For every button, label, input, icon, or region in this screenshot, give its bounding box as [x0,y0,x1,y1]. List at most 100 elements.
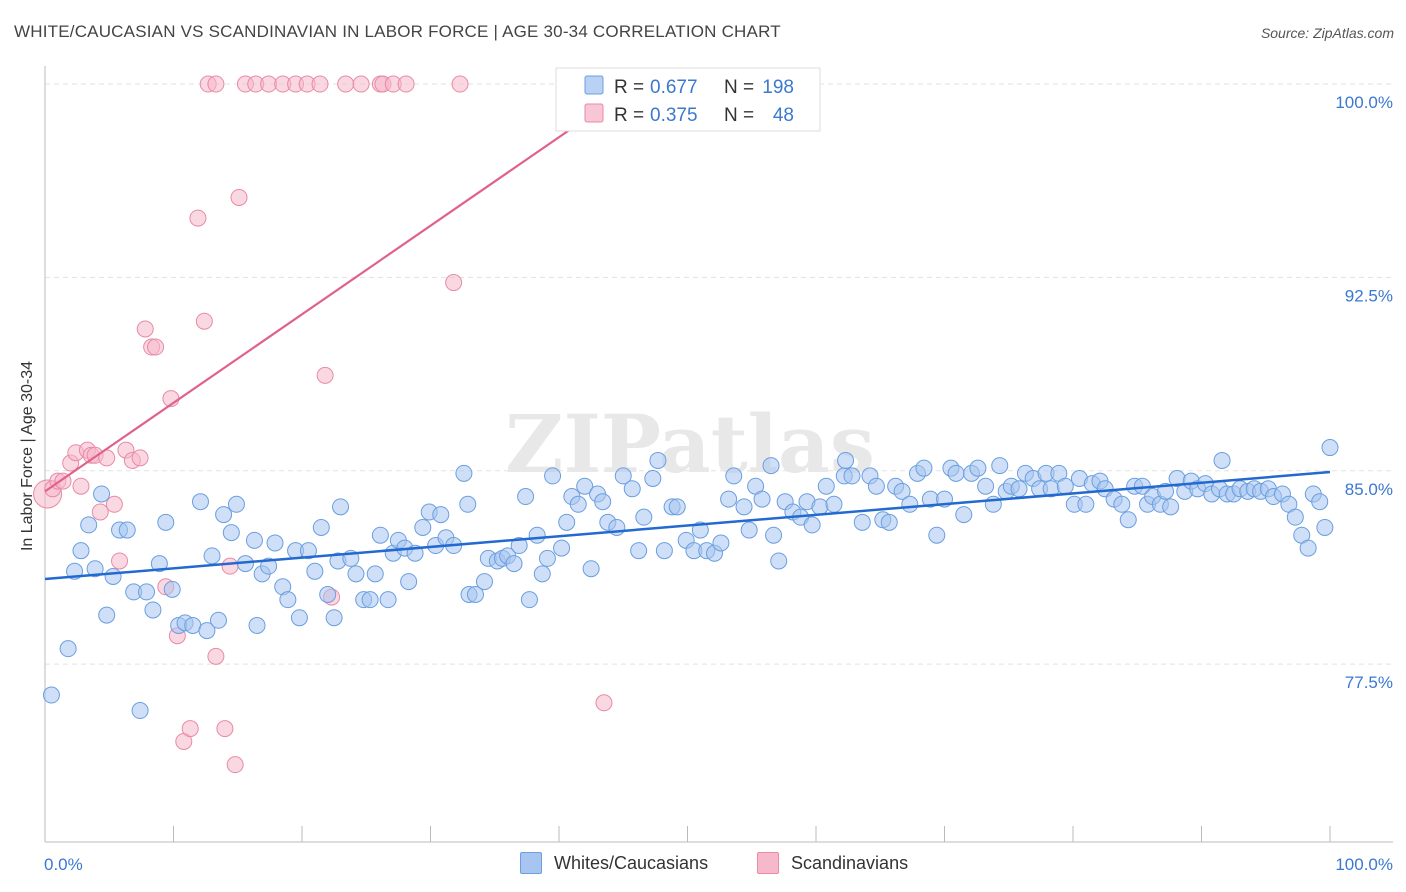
white-caucasian-point[interactable] [1113,495,1131,513]
white-caucasian-point[interactable] [969,459,987,477]
white-caucasian-point[interactable] [538,549,556,567]
white-caucasian-point[interactable] [104,567,122,585]
scandinavian-point[interactable] [131,449,149,467]
scandinavian-point[interactable] [316,366,334,384]
white-caucasian-point[interactable] [93,485,111,503]
white-caucasian-point[interactable] [290,609,308,627]
white-caucasian-point[interactable] [725,467,743,485]
white-caucasian-point[interactable] [366,565,384,583]
scandinavian-point[interactable] [189,209,207,227]
legend-item-scandinavians[interactable]: Scandinavians [757,852,908,874]
white-caucasian-point[interactable] [977,477,995,495]
white-caucasian-point[interactable] [266,534,284,552]
white-caucasian-point[interactable] [825,495,843,513]
white-caucasian-point[interactable] [361,591,379,609]
legend-item-whites[interactable]: Whites/Caucasians [520,852,708,874]
scandinavian-point[interactable] [260,75,278,93]
white-caucasian-point[interactable] [371,526,389,544]
scandinavian-point[interactable] [230,188,248,206]
white-caucasian-point[interactable] [720,490,738,508]
white-caucasian-point[interactable] [533,565,551,583]
scandinavian-point[interactable] [136,320,154,338]
scandinavian-point[interactable] [91,503,109,521]
scandinavian-point[interactable] [311,75,329,93]
white-caucasian-point[interactable] [400,573,418,591]
white-caucasian-point[interactable] [455,464,473,482]
scandinavian-point[interactable] [451,75,469,93]
white-caucasian-point[interactable] [811,498,829,516]
white-caucasian-point[interactable] [630,542,648,560]
white-caucasian-point[interactable] [576,477,594,495]
white-caucasian-point[interactable] [753,490,771,508]
white-caucasian-point[interactable] [853,513,871,531]
white-caucasian-point[interactable] [72,542,90,560]
white-caucasian-point[interactable] [1056,477,1074,495]
scandinavian-point[interactable] [216,720,234,738]
white-caucasian-point[interactable] [915,459,933,477]
white-caucasian-point[interactable] [765,526,783,544]
white-caucasian-point[interactable] [649,451,667,469]
white-caucasian-point[interactable] [215,506,233,524]
white-caucasian-point[interactable] [198,622,216,640]
white-caucasian-point[interactable] [843,467,861,485]
scandinavian-point[interactable] [445,274,463,292]
white-caucasian-point[interactable] [505,555,523,573]
white-caucasian-point[interactable] [209,611,227,629]
white-caucasian-point[interactable] [312,518,330,536]
white-caucasian-point[interactable] [947,464,965,482]
scandinavian-point[interactable] [226,756,244,774]
white-caucasian-point[interactable] [735,498,753,516]
scandinavian-point[interactable] [337,75,355,93]
white-caucasian-point[interactable] [227,495,245,513]
scandinavian-point[interactable] [111,552,129,570]
white-caucasian-point[interactable] [635,508,653,526]
white-caucasian-point[interactable] [1213,451,1231,469]
white-caucasian-point[interactable] [459,495,477,513]
white-caucasian-point[interactable] [319,586,337,604]
white-caucasian-point[interactable] [184,616,202,634]
white-caucasian-point[interactable] [668,498,686,516]
white-caucasian-point[interactable] [1157,482,1175,500]
white-caucasian-point[interactable] [466,586,484,604]
scandinavian-point[interactable] [595,694,613,712]
white-caucasian-point[interactable] [770,552,788,570]
white-caucasian-point[interactable] [655,542,673,560]
white-caucasian-point[interactable] [867,477,885,495]
white-caucasian-point[interactable] [157,513,175,531]
white-caucasian-point[interactable] [1316,518,1334,536]
white-caucasian-point[interactable] [299,542,317,560]
white-caucasian-point[interactable] [86,560,104,578]
scandinavian-point[interactable] [397,75,415,93]
white-caucasian-point[interactable] [594,493,612,511]
white-caucasian-point[interactable] [379,591,397,609]
white-caucasian-point[interactable] [582,560,600,578]
white-caucasian-point[interactable] [248,616,266,634]
white-caucasian-point[interactable] [614,467,632,485]
white-caucasian-point[interactable] [528,526,546,544]
scandinavian-point[interactable] [352,75,370,93]
scandinavian-point[interactable] [72,477,90,495]
white-caucasian-point[interactable] [306,562,324,580]
white-caucasian-point[interactable] [1119,511,1137,529]
white-caucasian-point[interactable] [569,495,587,513]
scandinavian-point[interactable] [221,557,239,575]
white-caucasian-point[interactable] [837,451,855,469]
white-caucasian-point[interactable] [131,702,149,720]
scandinavian-point[interactable] [207,647,225,665]
white-caucasian-point[interactable] [553,539,571,557]
white-caucasian-point[interactable] [893,482,911,500]
white-caucasian-point[interactable] [245,531,263,549]
white-caucasian-point[interactable] [955,506,973,524]
scandinavian-point[interactable] [147,338,165,356]
white-caucasian-point[interactable] [150,555,168,573]
white-caucasian-point[interactable] [517,488,535,506]
white-caucasian-point[interactable] [901,495,919,513]
white-caucasian-point[interactable] [475,573,493,591]
white-caucasian-point[interactable] [138,583,156,601]
white-caucasian-point[interactable] [98,606,116,624]
white-caucasian-point[interactable] [1010,480,1028,498]
white-caucasian-point[interactable] [510,537,528,555]
white-caucasian-point[interactable] [520,591,538,609]
white-caucasian-point[interactable] [1299,539,1317,557]
white-caucasian-point[interactable] [347,565,365,583]
